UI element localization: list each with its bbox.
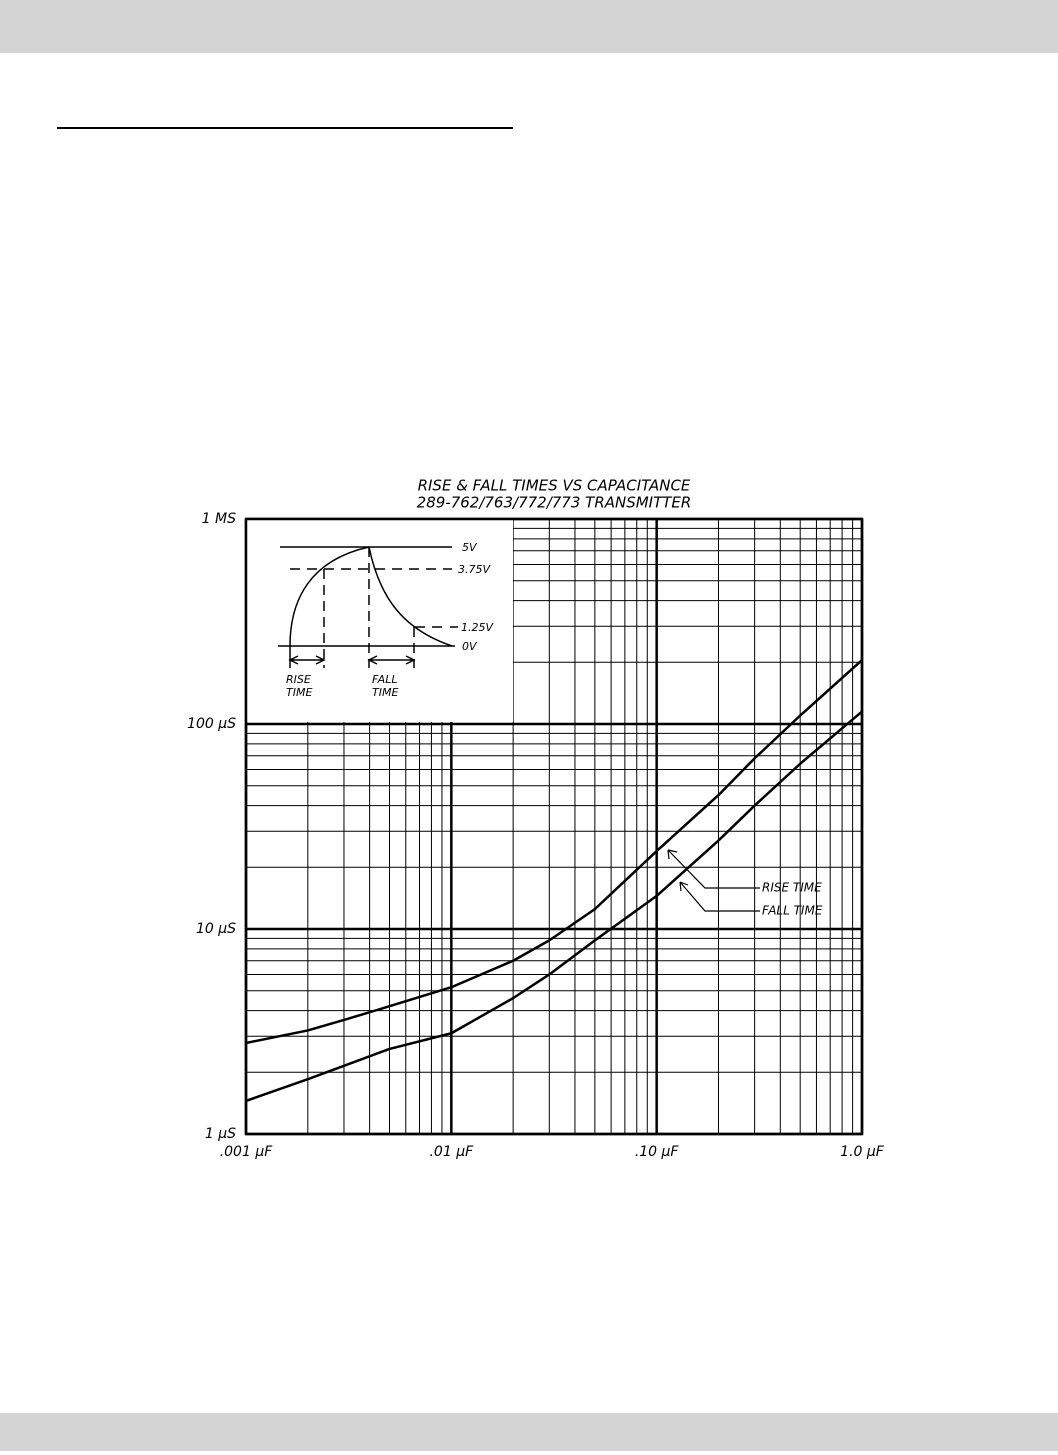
- series-line: [245, 710, 863, 1103]
- rise-wave: [289, 546, 370, 647]
- y-tick-label: 1 MS: [202, 511, 236, 527]
- series-line: [245, 659, 863, 1045]
- chart-subtitle: 289-762/763/772/773 TRANSMITTER: [417, 494, 692, 512]
- y-tick-label: 100 µS: [187, 716, 236, 732]
- inset-box: [247, 520, 513, 722]
- chart-title: RISE & FALL TIMES VS CAPACITANCE: [418, 477, 691, 495]
- level-label: 5V: [462, 541, 478, 554]
- x-tick-label: 1.0 µF: [840, 1144, 885, 1160]
- level-label: 3.75V: [458, 563, 491, 576]
- rise-arrow: [288, 655, 326, 665]
- inset-label: RISE: [286, 673, 311, 686]
- inset-label: FALL: [372, 673, 397, 686]
- plot: [245, 659, 863, 1103]
- level-label: 0V: [462, 640, 478, 653]
- fall-wave: [368, 546, 453, 647]
- legend-label: FALL TIME: [762, 904, 823, 918]
- x-tick-label: .01 µF: [429, 1144, 474, 1160]
- top-bar: [0, 0, 1058, 53]
- y-tick-label: 10 µS: [196, 921, 236, 937]
- inset-label: TIME: [372, 686, 398, 699]
- plot-frame: [244, 517, 864, 1136]
- bottom-bar: [0, 1413, 1058, 1451]
- legend-leader: [667, 849, 760, 889]
- inset-label: TIME: [286, 686, 312, 699]
- x-tick-label: .10 µF: [635, 1144, 680, 1160]
- fall-arrow: [367, 655, 416, 665]
- legend-label: RISE TIME: [762, 881, 822, 895]
- x-tick-label: .001 µF: [220, 1144, 274, 1160]
- level-label: 1.25V: [461, 621, 494, 634]
- inset: 5V 3.75V 1.25V 0V RISE TIME FALL TIME: [247, 520, 513, 722]
- legend-leader: [679, 881, 760, 912]
- y-tick-label: 1 µS: [205, 1126, 236, 1142]
